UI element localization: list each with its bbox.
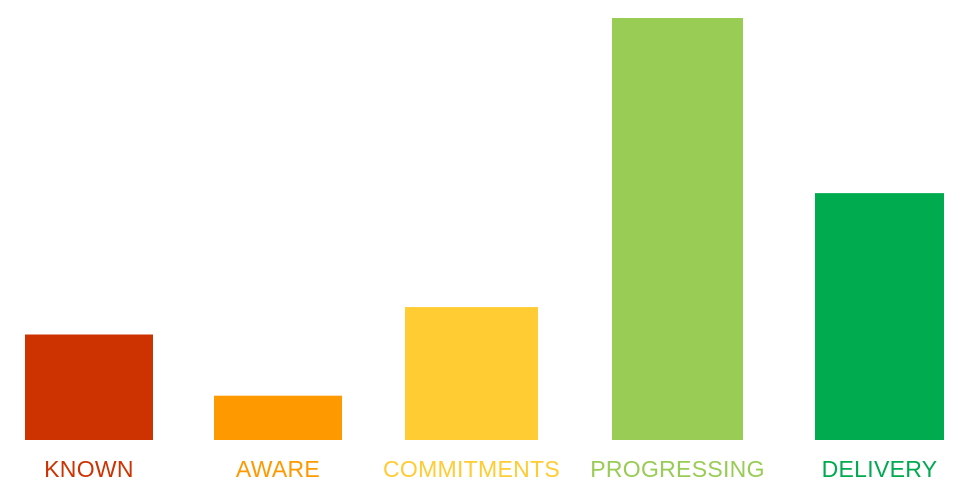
bar-aware — [214, 395, 342, 440]
category-label-progressing: PROGRESSING — [590, 456, 765, 482]
category-label-commitments: COMMITMENTS — [383, 456, 560, 482]
category-label-aware: AWARE — [236, 456, 320, 482]
category-label-known: KNOWN — [44, 456, 134, 482]
bars-group — [25, 18, 944, 440]
category-labels-group: KNOWN AWARE COMMITMENTS PROGRESSING DELIVERY — [44, 456, 937, 482]
bar-delivery — [815, 193, 944, 440]
bar-commitments — [405, 307, 538, 440]
bar-known — [25, 334, 153, 440]
bar-progressing — [612, 18, 743, 440]
category-label-delivery: DELIVERY — [822, 456, 938, 482]
